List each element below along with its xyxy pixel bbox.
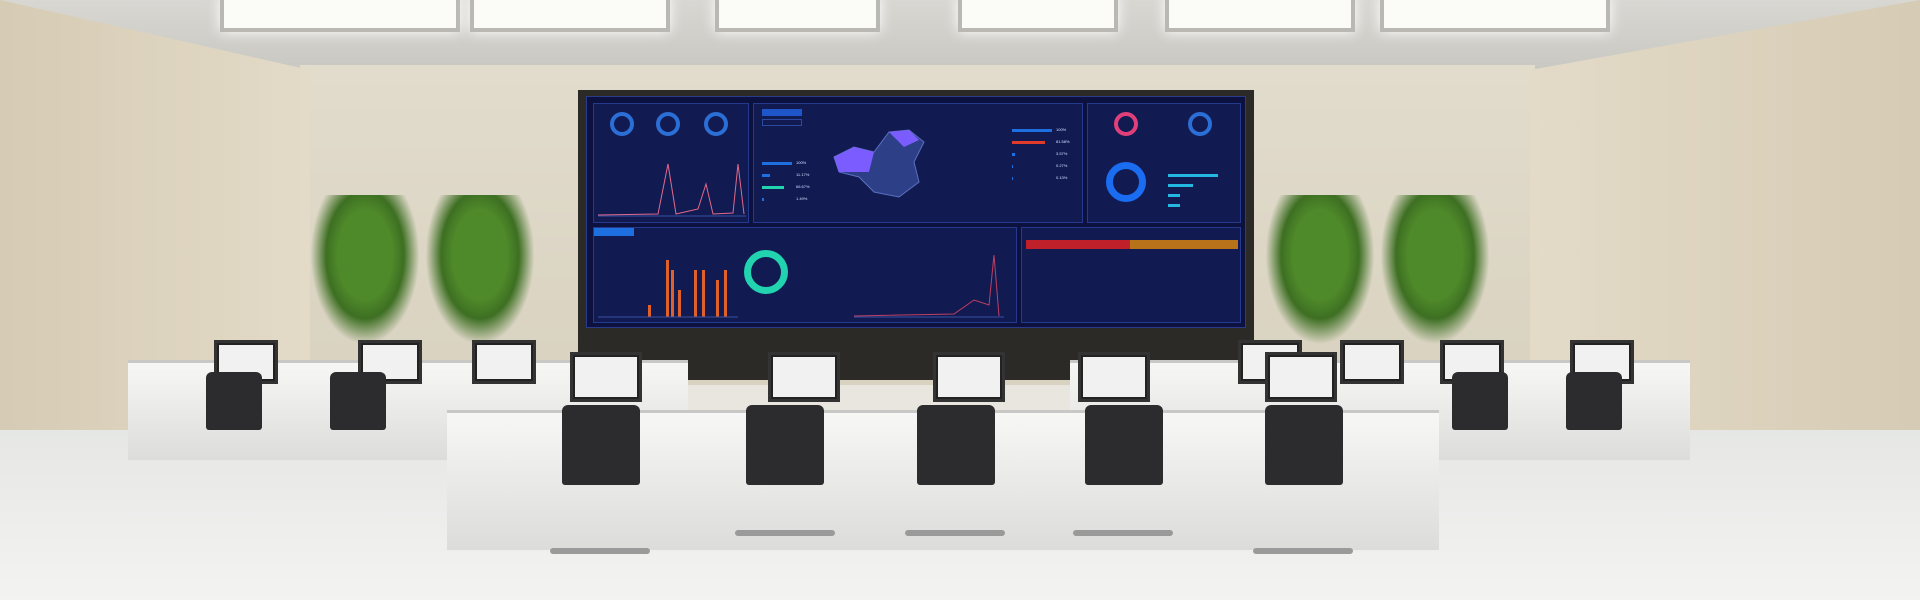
progress-bar — [1012, 129, 1052, 132]
percent-label: 81.58% — [1056, 139, 1070, 144]
alarm-header-warning — [1130, 240, 1238, 249]
office-chair — [1085, 405, 1163, 485]
monitor — [1265, 352, 1337, 402]
chair-base — [1073, 530, 1173, 536]
bar-chart — [598, 260, 738, 318]
ceiling-light — [470, 0, 670, 32]
ceiling-light — [958, 0, 1118, 32]
monitor — [933, 352, 1005, 402]
bar — [1168, 194, 1180, 197]
chair-base — [905, 530, 1005, 536]
progress-bar — [1012, 153, 1015, 156]
tab-button[interactable] — [762, 119, 802, 126]
donut-chart — [744, 250, 788, 294]
potted-plant — [1380, 195, 1490, 345]
ceiling-light — [1380, 0, 1610, 32]
chair-base — [735, 530, 835, 536]
panel-device-stats — [593, 227, 1017, 323]
progress-bar — [762, 198, 764, 201]
ceiling — [0, 0, 1920, 70]
bar — [1168, 204, 1180, 207]
gauge-ring — [656, 112, 680, 136]
panel-alarms — [1021, 227, 1241, 323]
donut-chart — [1106, 162, 1146, 202]
panel-device-overview — [593, 103, 749, 223]
gauge-ring — [610, 112, 634, 136]
chair-base — [1253, 548, 1353, 554]
potted-plant — [310, 195, 420, 345]
potted-plant — [425, 195, 535, 345]
bar — [1168, 174, 1218, 177]
percent-label: 66.67% — [796, 184, 810, 189]
office-chair — [1265, 405, 1343, 485]
percent-label: 0.27% — [1056, 163, 1068, 168]
percent-label: 3.57% — [1056, 151, 1068, 156]
tab-button[interactable] — [762, 109, 802, 116]
alarm-header-critical — [1026, 240, 1130, 249]
office-chair — [206, 372, 262, 430]
monitor — [768, 352, 840, 402]
potted-plant — [1265, 195, 1375, 345]
progress-bar — [1012, 141, 1045, 144]
percent-label: 100% — [796, 160, 807, 165]
bar — [1168, 184, 1193, 187]
percent-label: 0.13% — [1056, 175, 1068, 180]
progress-bar — [762, 174, 770, 177]
monitor — [570, 352, 642, 402]
progress-bar — [762, 186, 784, 189]
office-chair — [1452, 372, 1508, 430]
percent-label: 11.17% — [796, 172, 810, 177]
video-wall-dashboard: 100% 11.17% 66.67% 1.49% 100% 81.58% 3.5… — [586, 96, 1246, 328]
office-chair — [1566, 372, 1622, 430]
ceiling-light — [1165, 0, 1355, 32]
percent-label: 1.49% — [796, 196, 808, 201]
gauge-ring — [1114, 112, 1138, 136]
monitor — [1078, 352, 1150, 402]
gauge-ring — [704, 112, 728, 136]
chair-base — [550, 548, 650, 554]
gauge-ring — [1188, 112, 1212, 136]
ceiling-light — [220, 0, 460, 32]
progress-bar — [1012, 177, 1013, 180]
office-chair — [330, 372, 386, 430]
monitor — [1340, 340, 1404, 384]
office-chair — [562, 405, 640, 485]
china-map — [833, 129, 925, 198]
line-chart — [598, 163, 746, 217]
ceiling-light — [715, 0, 880, 32]
progress-bar — [1012, 165, 1013, 168]
office-chair — [917, 405, 995, 485]
progress-bar — [762, 162, 792, 165]
panel-map: 100% 11.17% 66.67% 1.49% 100% 81.58% 3.5… — [753, 103, 1083, 223]
line-chart — [854, 254, 1004, 318]
panel-users — [1087, 103, 1241, 223]
percent-label: 100% — [1056, 127, 1067, 132]
monitor — [472, 340, 536, 384]
tab-active[interactable] — [594, 228, 634, 236]
office-chair — [746, 405, 824, 485]
